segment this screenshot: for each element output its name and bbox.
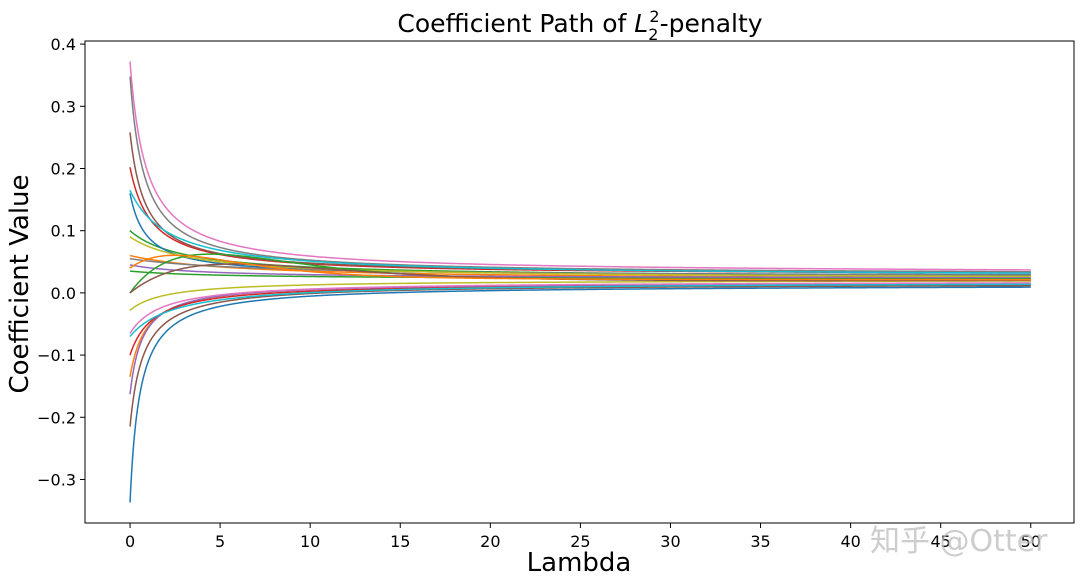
y-tick-label: 0.1 (51, 222, 76, 241)
x-axis-ticks: 0 5 10 15 20 25 30 35 40 45 50 (125, 523, 1041, 551)
series-line-coef_16 (129, 284, 1031, 427)
series-line-coef_23 (129, 254, 1031, 281)
series-line-coef_7 (129, 61, 1031, 271)
y-tick-label: 0.4 (51, 35, 76, 54)
x-tick-label: 45 (931, 532, 951, 551)
y-axis-label: Coefficient Value (5, 174, 35, 393)
series-line-coef_9 (129, 280, 1031, 312)
y-tick-label: 0.2 (51, 159, 76, 178)
x-tick-label: 35 (750, 532, 770, 551)
series-lines (129, 61, 1031, 503)
series-line-coef_8 (129, 76, 1031, 273)
x-tick-label: 40 (840, 532, 860, 551)
watermark: 知乎 @Otter (870, 524, 1048, 559)
x-tick-label: 30 (660, 532, 680, 551)
x-axis-label: Lambda (527, 548, 632, 578)
x-tick-label: 0 (125, 532, 135, 551)
x-tick-label: 25 (570, 532, 590, 551)
series-line-coef_11 (129, 193, 1031, 276)
series-line-coef_20 (129, 283, 1031, 337)
series-line-coef_18 (129, 257, 1031, 276)
y-tick-label: −0.3 (37, 470, 76, 489)
x-tick-label: 15 (390, 532, 410, 551)
series-line-coef_22 (129, 263, 1031, 294)
y-tick-label: 0.0 (51, 284, 76, 303)
plot-frame (84, 40, 1075, 524)
y-tick-label: −0.2 (37, 408, 76, 427)
series-line-coef_15 (129, 264, 1031, 279)
x-tick-label: 10 (300, 532, 320, 551)
series-line-coef_10 (129, 189, 1031, 274)
x-tick-label: 50 (1021, 532, 1041, 551)
series-line-coef_1 (129, 286, 1031, 503)
series-line-coef_17 (129, 282, 1031, 334)
x-tick-label: 5 (215, 532, 225, 551)
y-tick-label: −0.1 (37, 346, 76, 365)
y-axis-ticks: −0.3 −0.2 −0.1 0.0 0.1 0.2 0.3 0.4 (37, 35, 85, 489)
chart-title: Coefficient Path of L22-penalty (397, 7, 762, 44)
series-line-coef_2 (129, 282, 1031, 377)
x-tick-label: 20 (480, 532, 500, 551)
y-tick-label: 0.3 (51, 97, 76, 116)
